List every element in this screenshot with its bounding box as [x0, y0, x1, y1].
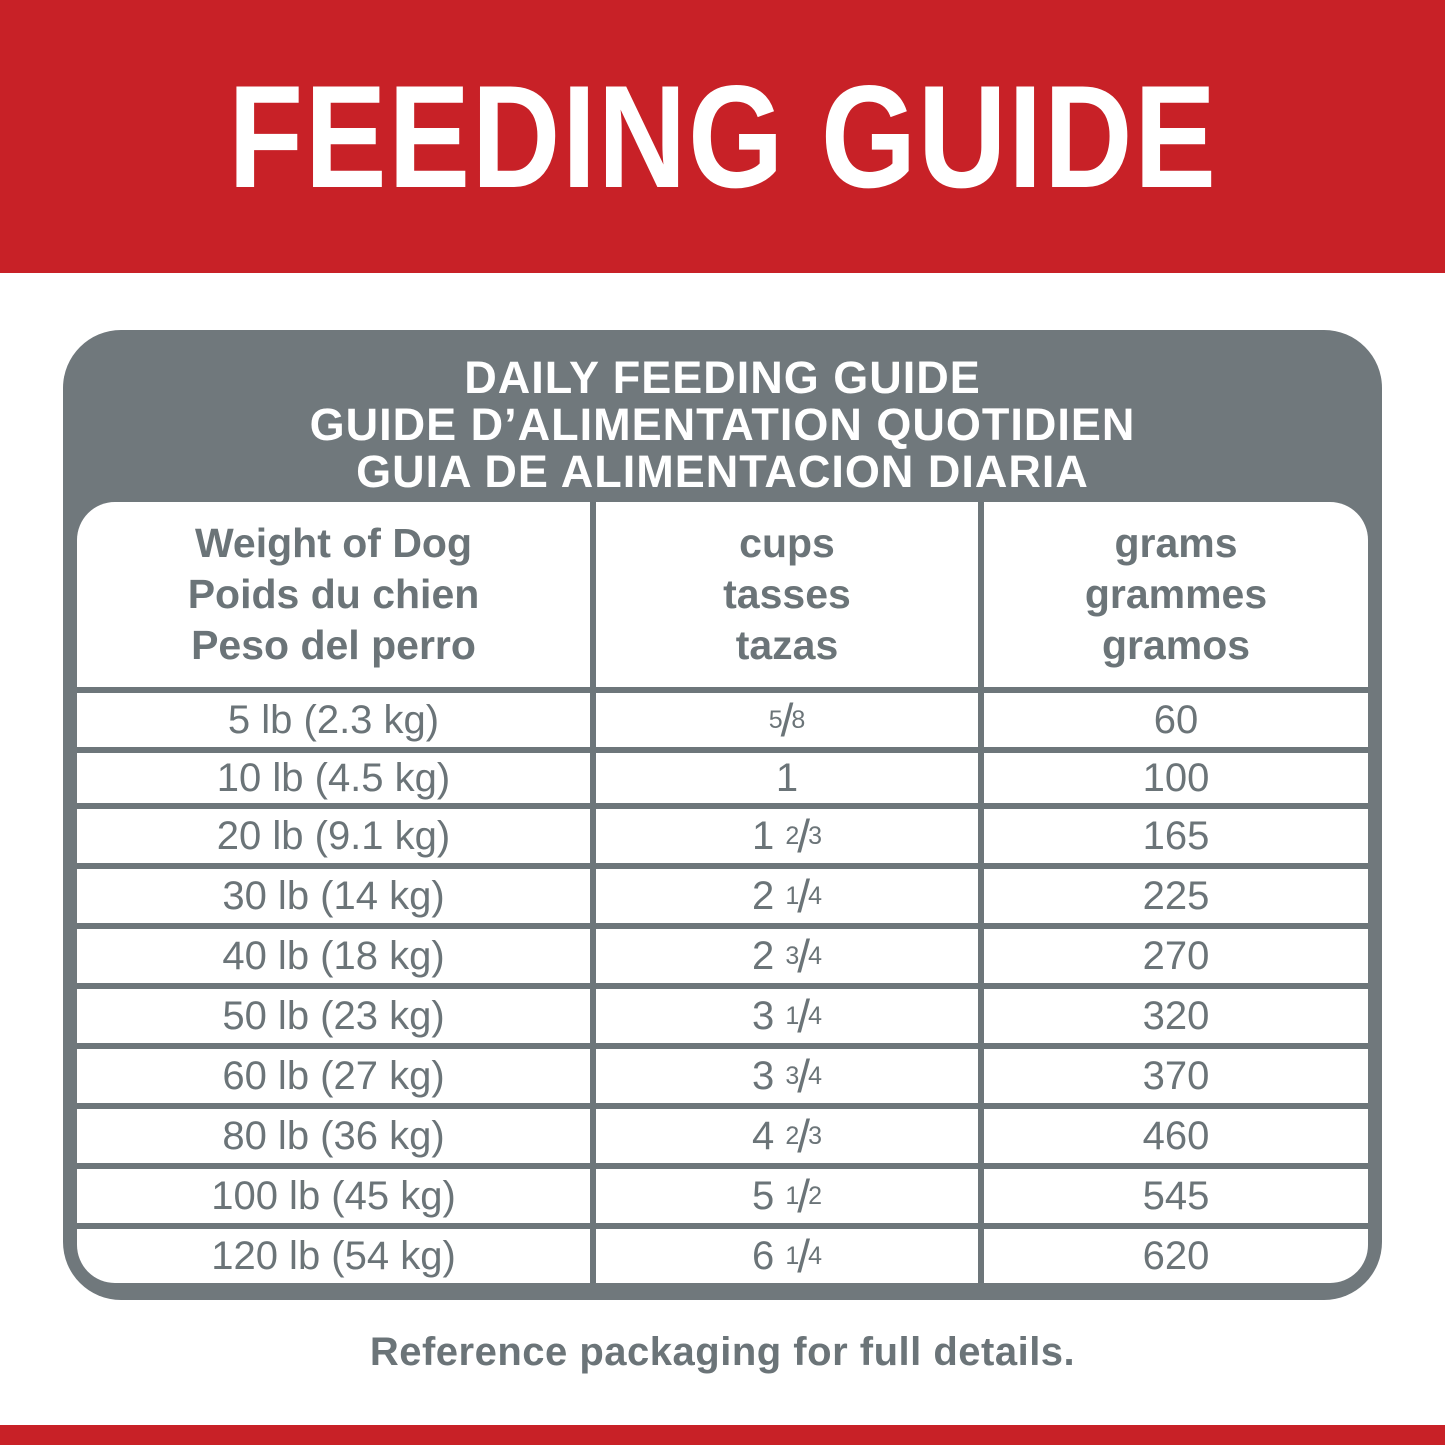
cups-header-english: cups [739, 520, 835, 566]
fraction-slash: / [797, 810, 811, 862]
cups-cell: 2 1/4 [596, 869, 984, 923]
fraction-denominator: 4 [808, 941, 822, 970]
cups-cell: 3 1/4 [596, 989, 984, 1043]
fraction-numerator: 2 [785, 821, 800, 850]
weight-cell: 60 lb (27 kg) [77, 1049, 596, 1103]
fraction-slash: / [797, 930, 811, 982]
fraction-numerator: 5 [768, 705, 783, 734]
fraction-slash: / [797, 1110, 811, 1162]
fraction-denominator: 3 [808, 821, 822, 850]
weight-header-french: Poids du chien [187, 571, 480, 617]
weight-cell: 5 lb (2.3 kg) [77, 693, 596, 747]
table-row: 20 lb (9.1 kg) 1 2/3 165 [77, 803, 1368, 863]
top-banner: FEEDING GUIDE [0, 0, 1445, 273]
card-title-french: GUIDE D’ALIMENTATION QUOTIDIEN [309, 399, 1136, 450]
grams-header-spanish: gramos [1101, 622, 1251, 668]
fraction-numerator: 3 [785, 941, 800, 970]
fraction-slash: / [797, 1170, 811, 1222]
cups-cell: 5/8 [596, 693, 984, 747]
table-row: 60 lb (27 kg) 3 3/4 370 [77, 1043, 1368, 1103]
grams-cell: 60 [1153, 697, 1199, 742]
weight-cell: 80 lb (36 kg) [77, 1109, 596, 1163]
grams-cell: 620 [1142, 1233, 1210, 1278]
table-row: 40 lb (18 kg) 2 3/4 270 [77, 923, 1368, 983]
fraction-slash: / [797, 1230, 811, 1282]
weight-cell: 50 lb (23 kg) [77, 989, 596, 1043]
fraction-slash: / [797, 1050, 811, 1102]
cups-column-header: cups tasses tazas [596, 502, 984, 687]
grams-cell: 460 [1142, 1113, 1210, 1158]
fraction-denominator: 3 [808, 1121, 822, 1150]
fraction-denominator: 4 [808, 1001, 822, 1030]
table-header-row: Weight of Dog Poids du chien Peso del pe… [77, 502, 1368, 687]
card-title-english: DAILY FEEDING GUIDE [464, 352, 981, 403]
fraction-denominator: 8 [791, 705, 806, 734]
cups-cell: 6 1/4 [596, 1229, 984, 1283]
fraction-numerator: 1 [785, 1241, 800, 1270]
cups-cell: 2 3/4 [596, 929, 984, 983]
grams-cell: 165 [1142, 813, 1210, 858]
fraction-denominator: 4 [808, 1061, 822, 1090]
grams-cell: 225 [1142, 873, 1210, 918]
table-row: 10 lb (4.5 kg) 1 100 [77, 747, 1368, 803]
bottom-red-bar [0, 1425, 1445, 1445]
weight-cell: 40 lb (18 kg) [77, 929, 596, 983]
grams-header-english: grams [1114, 520, 1238, 566]
table-row: 120 lb (54 kg) 6 1/4 620 [77, 1223, 1368, 1283]
banner-title: FEEDING GUIDE [227, 54, 1218, 218]
grams-cell: 320 [1142, 993, 1210, 1038]
cups-cell: 4 2/3 [596, 1109, 984, 1163]
feeding-table: Weight of Dog Poids du chien Peso del pe… [77, 502, 1368, 1283]
weight-cell: 10 lb (4.5 kg) [77, 753, 596, 803]
grams-column-header: grams grammes gramos [984, 502, 1368, 687]
grams-cell: 270 [1142, 933, 1210, 978]
fraction-denominator: 2 [808, 1181, 822, 1210]
footer-note: Reference packaging for full details. [369, 1330, 1076, 1374]
fraction-numerator: 1 [785, 1181, 800, 1210]
grams-cell: 545 [1142, 1173, 1210, 1218]
table-row: 50 lb (23 kg) 3 1/4 320 [77, 983, 1368, 1043]
cups-header-french: tasses [723, 571, 851, 617]
daily-feeding-card: DAILY FEEDING GUIDE GUIDE D’ALIMENTATION… [63, 330, 1382, 1300]
weight-cell: 20 lb (9.1 kg) [77, 809, 596, 863]
weight-header-english: Weight of Dog [194, 520, 473, 566]
fraction-denominator: 4 [808, 881, 822, 910]
fraction-slash: / [797, 870, 811, 922]
cups-cell: 1 2/3 [596, 809, 984, 863]
fraction-slash: / [797, 990, 811, 1042]
fraction-numerator: 1 [785, 881, 800, 910]
cups-cell: 3 3/4 [596, 1049, 984, 1103]
table-body: 5 lb (2.3 kg) 5/8 60 10 lb (4.5 kg) 1 10… [77, 687, 1368, 1283]
fraction-slash: / [780, 694, 794, 746]
cups-cell: 5 1/2 [596, 1169, 984, 1223]
weight-header-spanish: Peso del perro [191, 622, 476, 668]
grams-header-french: grammes [1084, 571, 1268, 617]
cups-cell: 1 [596, 753, 984, 803]
weight-cell: 30 lb (14 kg) [77, 869, 596, 923]
fraction-denominator: 4 [808, 1241, 822, 1270]
table-row: 100 lb (45 kg) 5 1/2 545 [77, 1163, 1368, 1223]
card-title: DAILY FEEDING GUIDE GUIDE D’ALIMENTATION… [63, 354, 1382, 495]
table-row: 5 lb (2.3 kg) 5/8 60 [77, 687, 1368, 747]
cups-header-spanish: tazas [735, 622, 839, 668]
grams-cell: 100 [1142, 755, 1210, 800]
fraction-numerator: 2 [785, 1121, 800, 1150]
table-row: 80 lb (36 kg) 4 2/3 460 [77, 1103, 1368, 1163]
weight-cell: 120 lb (54 kg) [77, 1229, 596, 1283]
card-title-spanish: GUIA DE ALIMENTACION DIARIA [356, 446, 1089, 497]
weight-column-header: Weight of Dog Poids du chien Peso del pe… [77, 502, 596, 687]
fraction-numerator: 1 [785, 1001, 800, 1030]
fraction-numerator: 3 [785, 1061, 800, 1090]
table-row: 30 lb (14 kg) 2 1/4 225 [77, 863, 1368, 923]
weight-cell: 100 lb (45 kg) [77, 1169, 596, 1223]
grams-cell: 370 [1142, 1053, 1210, 1098]
